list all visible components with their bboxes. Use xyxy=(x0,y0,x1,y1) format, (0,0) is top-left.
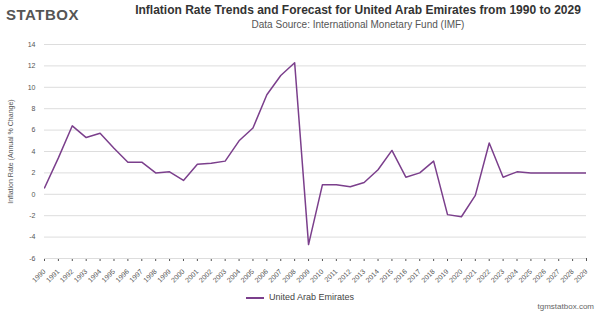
html-text:Inflation Rate Trends and Fore: Inflation Rate Trends and Forecast for U… xyxy=(135,3,581,17)
svg-text:0: 0 xyxy=(32,191,36,198)
svg-text:2008: 2008 xyxy=(281,268,297,284)
svg-text:2023: 2023 xyxy=(489,268,505,284)
svg-text:2000: 2000 xyxy=(170,268,186,284)
svg-text:1997: 1997 xyxy=(128,268,144,284)
svg-text:4: 4 xyxy=(32,148,36,155)
svg-text:2019: 2019 xyxy=(434,268,450,284)
svg-text:2017: 2017 xyxy=(406,268,422,284)
svg-text:2016: 2016 xyxy=(392,268,408,284)
svg-text:12: 12 xyxy=(28,62,36,69)
svg-text:2015: 2015 xyxy=(378,268,394,284)
svg-text:-4: -4 xyxy=(29,233,35,240)
svg-text:2024: 2024 xyxy=(503,268,519,284)
svg-text:1998: 1998 xyxy=(142,268,158,284)
svg-text:1993: 1993 xyxy=(73,268,89,284)
svg-text:1999: 1999 xyxy=(156,268,172,284)
svg-text:1992: 1992 xyxy=(59,268,75,284)
svg-text:2014: 2014 xyxy=(364,268,380,284)
html-text:tgmstatbox.com: tgmstatbox.com xyxy=(537,302,594,311)
svg-text:14: 14 xyxy=(28,41,36,48)
svg-text:1995: 1995 xyxy=(100,268,116,284)
svg-text:2005: 2005 xyxy=(239,268,255,284)
svg-text:-6: -6 xyxy=(29,255,35,262)
svg-text:10: 10 xyxy=(28,84,36,91)
svg-text:2012: 2012 xyxy=(337,268,353,284)
svg-text:2020: 2020 xyxy=(448,268,464,284)
svg-text:2022: 2022 xyxy=(476,268,492,284)
svg-text:1991: 1991 xyxy=(45,268,61,284)
svg-text:2021: 2021 xyxy=(462,268,478,284)
svg-text:2025: 2025 xyxy=(517,268,533,284)
svg-text:2018: 2018 xyxy=(420,268,436,284)
html-text:Data Source: International Mon: Data Source: International Monetary Fund… xyxy=(251,19,465,30)
svg-text:2011: 2011 xyxy=(323,268,339,284)
html-text:United Arab Emirates: United Arab Emirates xyxy=(269,292,354,302)
svg-text:1990: 1990 xyxy=(31,268,47,284)
svg-text:2004: 2004 xyxy=(225,268,241,284)
svg-text:2027: 2027 xyxy=(545,268,561,284)
svg-text:2009: 2009 xyxy=(295,268,311,284)
svg-text:2028: 2028 xyxy=(559,268,575,284)
svg-text:2001: 2001 xyxy=(184,268,200,284)
svg-text:2010: 2010 xyxy=(309,268,325,284)
html-text:STATBOX: STATBOX xyxy=(6,6,79,23)
svg-text:2029: 2029 xyxy=(573,268,589,284)
svg-text:2007: 2007 xyxy=(267,268,283,284)
svg-text:2003: 2003 xyxy=(211,268,227,284)
svg-text:2013: 2013 xyxy=(350,268,366,284)
svg-text:Inflation Rate (Annual % Chang: Inflation Rate (Annual % Change) xyxy=(7,99,15,203)
svg-text:2006: 2006 xyxy=(253,268,269,284)
svg-text:1994: 1994 xyxy=(86,268,102,284)
svg-text:6: 6 xyxy=(32,126,36,133)
svg-text:2026: 2026 xyxy=(531,268,547,284)
svg-text:8: 8 xyxy=(32,105,36,112)
svg-text:1996: 1996 xyxy=(114,268,130,284)
svg-text:2002: 2002 xyxy=(198,268,214,284)
svg-text:2: 2 xyxy=(32,169,36,176)
svg-text:-2: -2 xyxy=(29,212,35,219)
